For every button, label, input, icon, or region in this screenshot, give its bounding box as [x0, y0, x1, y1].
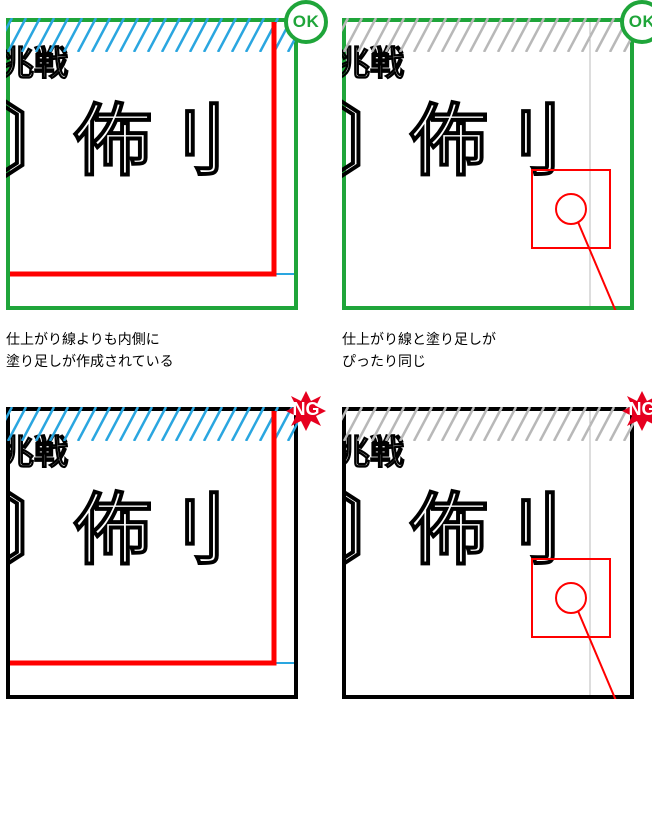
panel-top-left: OK 兆戦 〕佈刂 — [6, 18, 310, 310]
caption-bottom-right-wrap — [342, 699, 646, 795]
panel-bottom-right: NG 兆戦 〕佈刂 — [342, 407, 646, 699]
caption-bottom-left-wrap — [6, 699, 310, 795]
caption-text: 仕上がり線よりも内側に塗り足しが作成されている — [6, 328, 310, 373]
ok-badge-icon: OK — [284, 0, 328, 44]
diagram-grid: OK 兆戦 〕佈刂 OK 兆戦 〕佈刂 仕上がり線よりも内側に塗り足しが作成され… — [0, 18, 652, 795]
caption-top-left-wrap: 仕上がり線よりも内側に塗り足しが作成されている — [6, 310, 310, 407]
panel-top-right: OK 兆戦 〕佈刂 — [342, 18, 646, 310]
badge-label: OK — [629, 12, 652, 32]
panel-frame: 兆戦 〕佈刂 — [342, 18, 634, 310]
caption-text: 仕上がり線と塗り足しがぴったり同じ — [342, 328, 646, 373]
ng-badge-icon: NG — [282, 387, 330, 435]
panel-frame: 兆戦 〕佈刂 — [6, 407, 298, 699]
caption-top-right-wrap: 仕上がり線と塗り足しがぴったり同じ — [342, 310, 646, 407]
svg-text:NG: NG — [293, 399, 320, 419]
panel-bottom-left: NG 兆戦 〕佈刂 — [6, 407, 310, 699]
ng-badge-icon: NG — [618, 387, 652, 435]
panel-frame: 兆戦 〕佈刂 — [6, 18, 298, 310]
svg-text:NG: NG — [629, 399, 652, 419]
badge-label: OK — [293, 12, 320, 32]
panel-frame: 兆戦 〕佈刂 — [342, 407, 634, 699]
